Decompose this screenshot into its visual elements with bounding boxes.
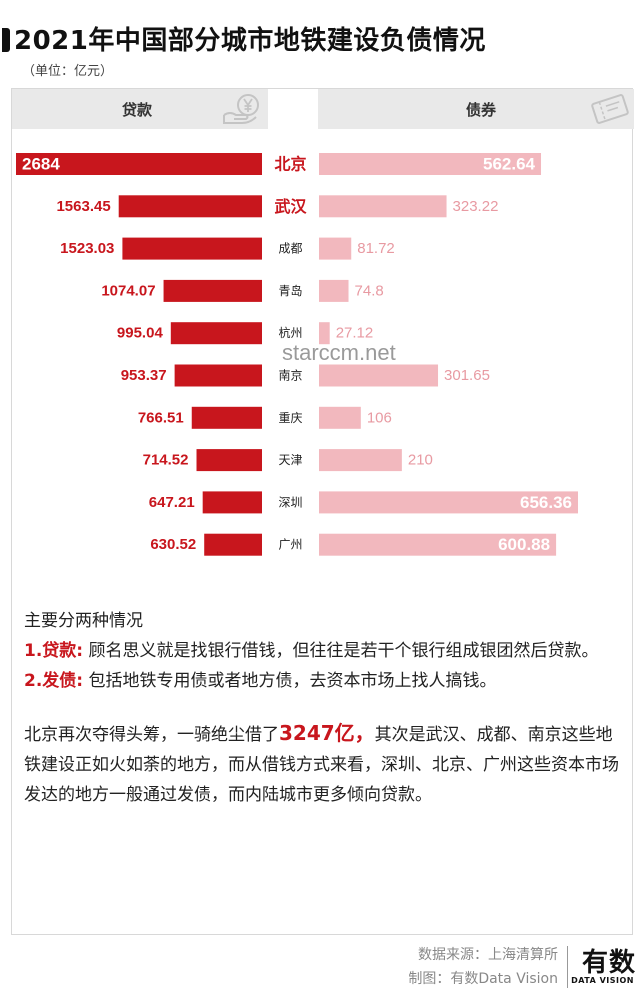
yuan-coin-icon	[223, 94, 259, 124]
bond-bar	[319, 237, 352, 260]
city-label: 成都	[278, 242, 302, 256]
loan-value-label: 953.37	[121, 367, 167, 384]
bond-value-label: 600.88	[498, 535, 550, 554]
brand-logo-sub: DATA VISION	[571, 976, 634, 985]
bond-bar	[319, 364, 439, 387]
bond-value-label: 74.8	[355, 282, 384, 299]
summary-part-b: 其次是武汉、成都、南京这些地铁建设正如火如荼的地方，而从借钱方式来看，深圳、北京…	[24, 725, 619, 805]
logo-divider	[567, 946, 568, 988]
bond-bar	[319, 449, 402, 472]
brand-logo: 有数	[581, 948, 636, 978]
source-credit: 数据来源：上海清算所	[418, 947, 558, 963]
bond-bar	[319, 491, 578, 514]
loan-value-label: 714.52	[143, 452, 189, 469]
watermark-text: starccm.net	[282, 340, 396, 365]
loan-bar	[118, 195, 263, 218]
bond-header: 债券	[318, 89, 634, 129]
loan-value-label: 1523.03	[60, 240, 114, 257]
bond-value-label: 81.72	[357, 240, 395, 257]
bond-value-label: 323.22	[453, 198, 499, 215]
bond-bar	[319, 153, 542, 175]
city-label: 杭州	[278, 325, 302, 340]
loan-bar	[191, 406, 262, 429]
loan-bar	[170, 322, 262, 345]
city-label: 南京	[278, 368, 302, 383]
loan-bar	[122, 237, 262, 260]
loan-bar	[16, 153, 262, 175]
butterfly-bar-chart: 2684 562.64 北京 1563.45 323.22 武汉 1523.03 81.72 成…	[16, 153, 578, 556]
unit-label: （单位：亿元）	[22, 64, 114, 79]
loan-value-label: 1074.07	[101, 282, 155, 299]
city-label: 重庆	[278, 411, 302, 425]
loan-header-label: 贷款	[122, 101, 153, 119]
bond-value-label: 27.12	[336, 325, 374, 342]
chart-panel: 贷款 债券	[11, 88, 634, 935]
loan-bar	[163, 279, 262, 302]
loan-value-label: 995.04	[117, 325, 164, 342]
summary-paragraph: 北京再次夺得头筹，一骑绝尘借了3247亿，其次是武汉、成都、南京这些地铁建设正如…	[24, 718, 624, 810]
footer: 数据来源：上海清算所 制图：有数Data Vision 有数 DATA VISI…	[380, 942, 640, 994]
loan-bar	[204, 533, 262, 556]
bond-bar	[319, 533, 557, 556]
loan-value-label: 1563.45	[56, 198, 110, 215]
bond-value-label: 210	[408, 452, 433, 469]
summary-part-a: 北京再次夺得头筹，一骑绝尘借了	[24, 725, 279, 745]
maker-credit: 制图：有数Data Vision	[408, 971, 558, 987]
text-heading: 主要分两种情况	[24, 611, 143, 631]
loan-value-label: 630.52	[150, 536, 196, 553]
loan-bar	[174, 364, 262, 387]
loan-value-label: 647.21	[149, 494, 195, 511]
loan-item-text: 顾名思义就是找银行借钱，但往往是若干个银行组成银团然后贷款。	[83, 641, 599, 661]
city-label: 广州	[278, 538, 302, 552]
loan-item-label: 1.贷款:	[24, 641, 84, 661]
loan-bar	[196, 449, 262, 472]
loan-value-label: 2684	[22, 155, 60, 174]
bond-item-text: 包括地铁专用债或者地方债，去资本市场上找人搞钱。	[83, 671, 497, 691]
text-item-loan: 1.贷款: 顾名思义就是找银行借钱，但往往是若干个银行组成银团然后贷款。	[24, 636, 624, 666]
loan-bar	[202, 491, 262, 514]
bond-value-label: 562.64	[483, 155, 536, 174]
page-title: 2021年中国部分城市地铁建设负债情况	[14, 26, 486, 56]
loan-header: 贷款	[12, 89, 268, 129]
explanation-text: 主要分两种情况 1.贷款: 顾名思义就是找银行借钱，但往往是若干个银行组成银团然…	[24, 606, 624, 810]
text-item-bond: 2.发债: 包括地铁专用债或者地方债，去资本市场上找人搞钱。	[24, 666, 624, 696]
bond-bar	[319, 406, 361, 429]
city-label: 青岛	[278, 283, 302, 298]
city-label: 北京	[274, 155, 306, 174]
city-label: 武汉	[274, 197, 307, 216]
bond-value-label: 106	[367, 409, 392, 426]
loan-value-label: 766.51	[138, 409, 184, 426]
ticket-icon	[591, 94, 629, 124]
bond-value-label: 656.36	[520, 493, 572, 512]
bond-bar	[319, 195, 447, 218]
summary-highlight: 3247亿，	[279, 721, 375, 745]
bond-item-label: 2.发债:	[24, 671, 84, 691]
bond-bar	[319, 279, 349, 302]
bond-value-label: 301.65	[444, 367, 490, 384]
bond-header-label: 债券	[466, 101, 497, 119]
city-label: 天津	[278, 453, 302, 467]
bond-bar	[319, 322, 330, 345]
city-label: 深圳	[278, 495, 302, 509]
title-marker	[2, 28, 10, 52]
